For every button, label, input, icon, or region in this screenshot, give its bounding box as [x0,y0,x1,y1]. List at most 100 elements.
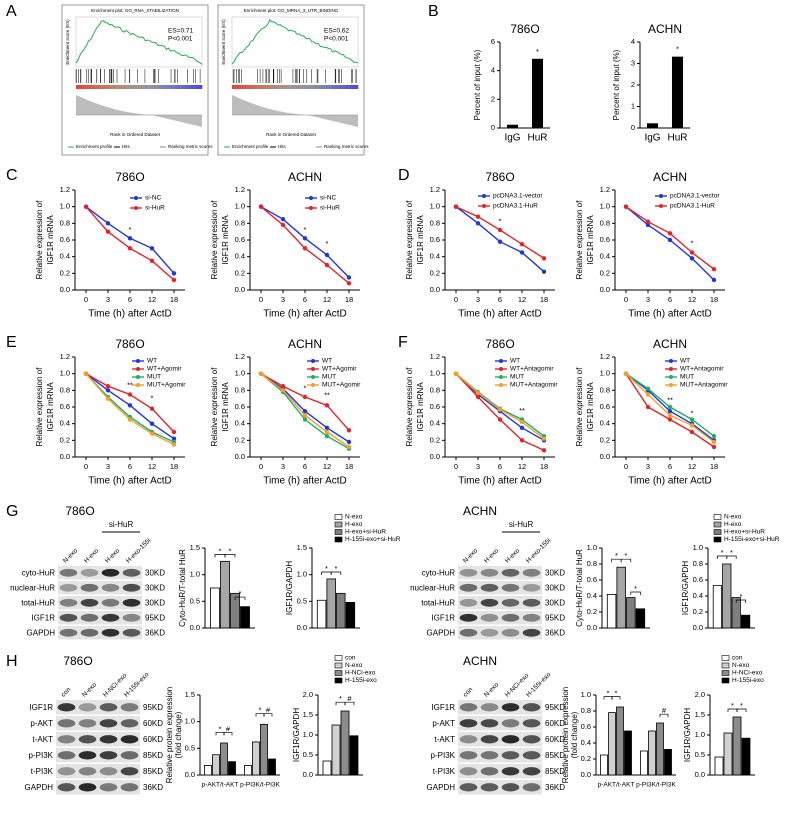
legend-marker [136,359,140,363]
blot-row-label: IGF1R [31,614,55,623]
gsea-curve [75,20,203,65]
blot-bracket-label: si-HuR [109,520,134,529]
series-marker [127,392,133,397]
legend-marker [482,194,486,198]
bar [204,765,212,776]
blot-strip [458,581,542,595]
gsea-legend-label: Hits [278,144,286,149]
y-tick-label: 1.2 [60,185,70,194]
blot-band [459,719,478,728]
bar [635,608,646,629]
legend-label: WT [322,358,332,365]
series-marker [324,403,330,408]
series-marker [302,413,308,418]
blot-band [480,598,499,607]
blot-band [522,628,541,637]
lane-label: H-exo [104,547,121,564]
gsea-ylabel: Enrichment score (ES) [65,19,70,65]
legend-label: si-HuR [320,205,340,212]
series-marker [258,371,264,376]
gsea-rank-bar [76,85,83,89]
x-tick-label: HuR [667,133,687,144]
blot-size-label: 60KD [545,719,565,728]
y-tick-label: 0.8 [235,218,245,227]
blot-band [459,583,478,592]
legend-marker [482,204,486,208]
series-marker [497,227,503,233]
blot-band [120,751,139,760]
x-tick-label: 18 [710,295,718,304]
panel-letter: F [398,334,408,351]
series-marker [667,413,673,418]
blot-size-label: 95KD [143,703,163,712]
x-tick-label: 12 [688,295,696,304]
y-axis-label: Relative expression of [35,200,44,279]
legend-swatch [713,536,722,543]
x-tick-label: 0 [259,462,263,471]
significance-mark: * [607,689,610,698]
gsea-rank-bar [145,85,152,89]
series-marker [302,394,308,400]
series-marker [453,371,459,376]
y-tick-label: 1.0 [235,369,245,378]
y-tick-label: 0.2 [60,435,70,444]
gsea-plot-frame [75,16,203,68]
y-tick-label: 2 [491,94,495,103]
gsea-xlabel: Rank in Ordered Dataset [110,132,161,137]
y-tick-label: 0.2 [587,607,597,616]
blot-band [501,598,520,607]
gsea-rank-bar [113,85,121,89]
x-tick-label: 3 [646,462,650,471]
y-tick-label: 0.0 [600,285,610,294]
gsea-rank-bar [82,85,89,89]
series-marker [127,236,133,241]
x-tick-label: 3 [106,462,110,471]
y-tick-label: 2.0 [695,690,705,699]
y-tick-label: 1.0 [600,202,610,211]
blot-band [120,719,139,728]
series-marker [711,433,717,439]
legend-marker [669,375,673,379]
series-marker [519,438,525,443]
series-marker [171,277,177,283]
blot-band [522,613,541,622]
y-tick-label: 6 [491,37,495,46]
gsea-title: Enrichment plot: GO_RNA_STABILIZATION [91,8,179,13]
blot-strip [458,732,542,747]
x-axis-label: Time (h) after ActD [88,476,172,487]
blot-band [501,583,520,592]
series-marker [302,408,308,414]
x-tick-label: 18 [170,295,178,304]
blot-band [59,628,78,637]
bar [626,597,636,629]
y-axis-label: Relative expression of [35,367,44,446]
series-marker [258,204,264,209]
series-marker [519,419,525,425]
chart-title: ACHN [288,337,322,351]
gsea-rank-bar [301,85,308,89]
chart-title: 786O [115,170,144,184]
legend-swatch [334,536,343,543]
bar [349,735,359,776]
legend-swatch [721,670,730,676]
blot-row-label: GAPDH [27,629,56,638]
blot-row-label: nuclear-HuR [410,584,455,593]
y-tick-label: 0.0 [581,770,591,779]
blot-band [522,719,541,728]
x-tick-label: 0 [454,462,458,471]
series-marker [83,371,89,376]
series-marker [346,444,352,450]
blot-row-label: t-AKT [33,735,54,744]
legend-marker [136,367,140,371]
blot-strip [56,764,140,779]
series-line [455,206,545,259]
y-tick-label: 1.2 [600,185,610,194]
legend-label: H-exo+si-HuR [345,529,386,536]
blot-band [501,735,520,744]
bar [741,614,751,629]
y-tick-label: 0.4 [581,738,591,747]
blot-band [122,598,141,607]
y-tick-label: 0.5 [297,596,307,605]
blot-band [57,783,76,792]
